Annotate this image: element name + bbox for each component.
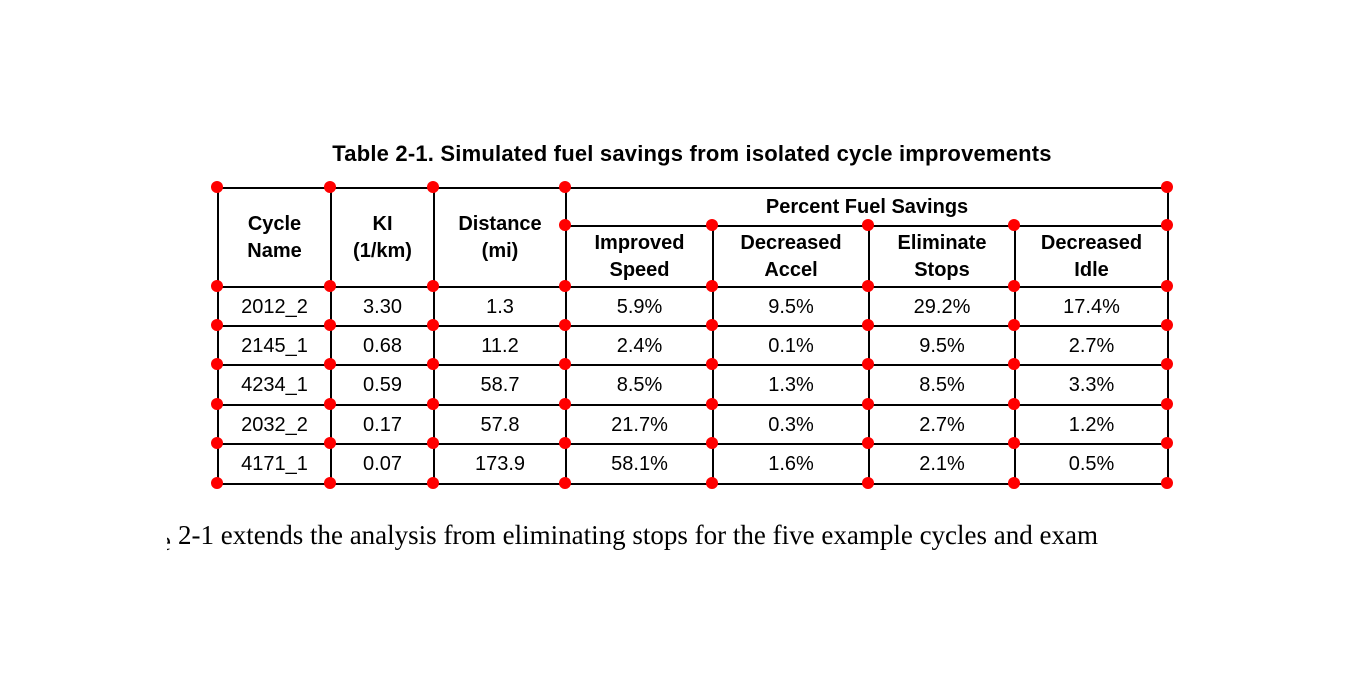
table-row: 2012_2 3.30 1.3 5.9% 9.5% 29.2% 17.4% (217, 286, 1170, 327)
cell-distance: 173.9 (433, 443, 567, 485)
cell-cycle-name: 2012_2 (217, 286, 332, 327)
body-text: e2-1 extends the analysis from eliminati… (167, 517, 1098, 553)
cell-decreased-accel: 1.6% (712, 443, 870, 485)
cell-eliminate-stops: 9.5% (868, 325, 1016, 366)
clipped-char: e (167, 523, 172, 551)
header-eliminate-stops: Eliminate Stops (868, 225, 1016, 288)
cell-ki: 0.17 (330, 404, 435, 445)
cell-decreased-idle: 3.3% (1013, 364, 1170, 406)
header-decreased-accel: Decreased Accel (712, 225, 870, 288)
header-decreased-idle: Decreased Idle (1013, 225, 1170, 288)
cell-decreased-accel: 0.1% (712, 325, 870, 366)
cell-cycle-name: 2032_2 (217, 404, 332, 445)
fuel-savings-table: Cycle Name KI (1/km) Distance (mi) Perce… (217, 187, 1170, 485)
cell-ki: 0.59 (330, 364, 435, 406)
cell-cycle-name: 4234_1 (217, 364, 332, 406)
table-row: 2145_1 0.68 11.2 2.4% 0.1% 9.5% 2.7% (217, 325, 1170, 366)
cell-eliminate-stops: 29.2% (868, 286, 1016, 327)
body-text-content: 2-1 extends the analysis from eliminatin… (178, 520, 1098, 550)
header-improved-speed: Improved Speed (565, 225, 714, 288)
cell-cycle-name: 4171_1 (217, 443, 332, 485)
cell-ki: 3.30 (330, 286, 435, 327)
table-row: 4171_1 0.07 173.9 58.1% 1.6% 2.1% 0.5% (217, 443, 1170, 485)
cell-improved-speed: 2.4% (565, 325, 714, 366)
cell-distance: 11.2 (433, 325, 567, 366)
cell-improved-speed: 21.7% (565, 404, 714, 445)
cell-decreased-accel: 0.3% (712, 404, 870, 445)
cell-improved-speed: 58.1% (565, 443, 714, 485)
header-percent-fuel-savings: Percent Fuel Savings (564, 187, 1170, 227)
cell-cycle-name: 2145_1 (217, 325, 332, 366)
table-caption: Table 2-1. Simulated fuel savings from i… (332, 141, 1052, 166)
cell-distance: 1.3 (433, 286, 567, 327)
table-row: 4234_1 0.59 58.7 8.5% 1.3% 8.5% 3.3% (217, 364, 1170, 406)
header-cycle-name: Cycle Name (217, 187, 332, 288)
cell-eliminate-stops: 2.1% (868, 443, 1016, 485)
cell-decreased-idle: 17.4% (1013, 286, 1170, 327)
cell-distance: 57.8 (433, 404, 567, 445)
cell-distance: 58.7 (433, 364, 567, 406)
cell-decreased-accel: 1.3% (712, 364, 870, 406)
cell-improved-speed: 5.9% (565, 286, 714, 327)
table-row: 2032_2 0.17 57.8 21.7% 0.3% 2.7% 1.2% (217, 404, 1170, 445)
cell-improved-speed: 8.5% (565, 364, 714, 406)
cell-ki: 0.68 (330, 325, 435, 366)
header-distance: Distance (mi) (433, 187, 567, 288)
cell-ki: 0.07 (330, 443, 435, 485)
cell-eliminate-stops: 8.5% (868, 364, 1016, 406)
cell-decreased-idle: 0.5% (1013, 443, 1170, 485)
cell-decreased-idle: 2.7% (1013, 325, 1170, 366)
cell-eliminate-stops: 2.7% (868, 404, 1016, 445)
header-ki: KI (1/km) (330, 187, 435, 288)
cell-decreased-accel: 9.5% (712, 286, 870, 327)
cell-decreased-idle: 1.2% (1013, 404, 1170, 445)
